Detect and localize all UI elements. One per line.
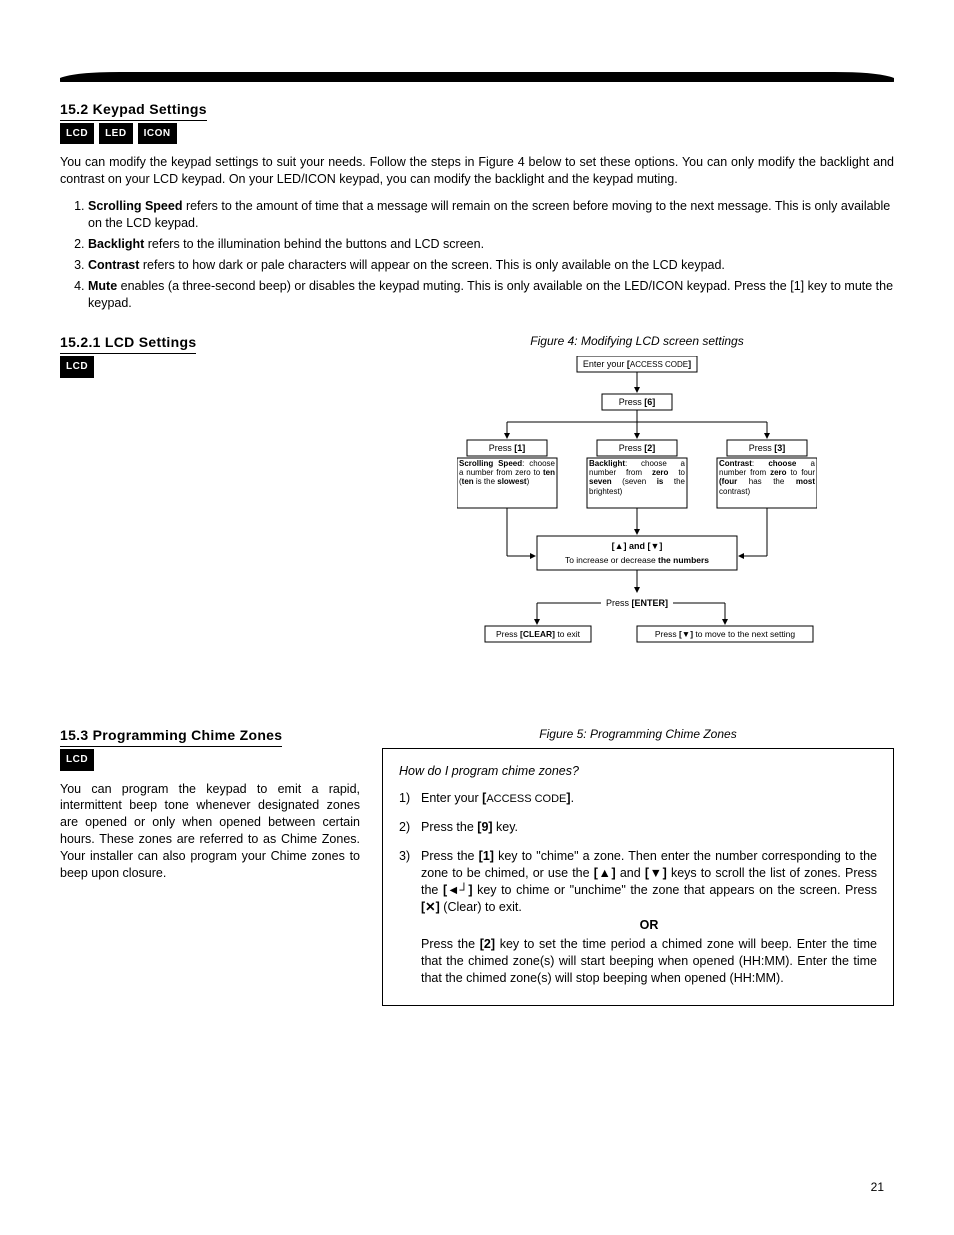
chip-lcd: LCD: [60, 123, 94, 145]
list-item-bold: Backlight: [88, 237, 144, 251]
list-item-text: refers to the illumination behind the bu…: [144, 237, 484, 251]
list-item: Scrolling Speed refers to the amount of …: [88, 198, 894, 232]
list-item-bold: Mute: [88, 279, 117, 293]
steps-box: How do I program chime zones? 1) Enter y…: [382, 748, 894, 1006]
svg-text:Press [6]: Press [6]: [619, 397, 656, 407]
chip-icon: ICON: [138, 123, 177, 145]
svg-text:Press [3]: Press [3]: [749, 443, 786, 453]
step-text: Press the [9] key.: [421, 819, 877, 836]
step-number: 1): [399, 790, 421, 807]
list-item: Backlight refers to the illumination beh…: [88, 236, 894, 253]
flowchart-lcd-settings: Figure 4: Modifying LCD screen settings …: [457, 333, 817, 700]
section-chime-zones: 15.3 Programming Chime Zones LCD You can…: [60, 726, 894, 1006]
figure5-caption: Figure 5: Programming Chime Zones: [382, 726, 894, 742]
page-number: 21: [871, 1179, 884, 1195]
svg-text:To increase or decrease the nu: To increase or decrease the numbers: [565, 555, 709, 565]
svg-text:Press [▼] to move to the next: Press [▼] to move to the next setting: [655, 629, 796, 639]
svg-text:Press [CLEAR] to exit: Press [CLEAR] to exit: [496, 629, 581, 639]
header-rule: [60, 72, 894, 84]
section-keypad-settings: 15.2 Keypad Settings LCD LED ICON You ca…: [60, 100, 894, 311]
para-intro: You can modify the keypad settings to su…: [60, 154, 894, 188]
svg-text:Press [2]: Press [2]: [619, 443, 656, 453]
para-chime: You can program the keypad to emit a rap…: [60, 781, 360, 882]
chip-lcd: LCD: [60, 749, 94, 771]
heading-chime: 15.3 Programming Chime Zones: [60, 726, 282, 747]
step-text: Enter your [ACCESS CODE].: [421, 790, 877, 807]
step: 3) Press the [1] key to "chime" a zone. …: [399, 848, 877, 987]
list-item-text: refers to the amount of time that a mess…: [88, 199, 890, 230]
settings-list: Scrolling Speed refers to the amount of …: [60, 198, 894, 311]
chip-led: LED: [99, 123, 133, 145]
svg-text:[▲] and [▼]: [▲] and [▼]: [612, 541, 663, 551]
heading-keypad-settings: 15.2 Keypad Settings: [60, 100, 207, 121]
step-text: Press the [1] key to "chime" a zone. The…: [421, 848, 877, 987]
step: 1) Enter your [ACCESS CODE].: [399, 790, 877, 807]
step: 2) Press the [9] key.: [399, 819, 877, 836]
list-item: Contrast refers to how dark or pale char…: [88, 257, 894, 274]
flowchart-svg: Enter your [ACCESS CODE] Press [6] Press…: [457, 356, 817, 696]
section-lcd-settings: 15.2.1 LCD Settings LCD Figure 4: Modify…: [60, 333, 894, 700]
steps-title: How do I program chime zones?: [399, 763, 877, 780]
list-item-bold: Scrolling Speed: [88, 199, 182, 213]
list-item-text: refers to how dark or pale characters wi…: [139, 258, 725, 272]
svg-text:Press [1]: Press [1]: [489, 443, 526, 453]
figure4-caption: Figure 4: Modifying LCD screen settings: [457, 333, 817, 349]
chip-row: LCD LED ICON: [60, 123, 894, 145]
list-item-bold: Contrast: [88, 258, 139, 272]
heading-lcd-settings: 15.2.1 LCD Settings: [60, 333, 196, 354]
list-item-text: enables (a three-second beep) or disable…: [88, 279, 893, 310]
list-item: Mute enables (a three-second beep) or di…: [88, 278, 894, 312]
step-number: 2): [399, 819, 421, 836]
step-number: 3): [399, 848, 421, 987]
svg-text:Press [ENTER]: Press [ENTER]: [606, 598, 668, 608]
svg-text:Enter your [ACCESS CODE]: Enter your [ACCESS CODE]: [583, 359, 691, 369]
chip-lcd: LCD: [60, 356, 94, 378]
